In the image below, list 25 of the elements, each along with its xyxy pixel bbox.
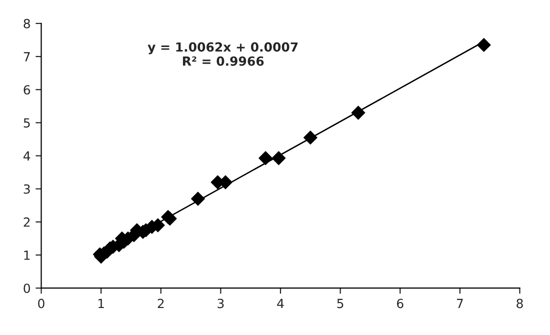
x-tick-label: 2 xyxy=(158,298,164,308)
y-tick-label: 3 xyxy=(24,184,30,194)
x-tick-label: 0 xyxy=(38,298,44,308)
x-tick-label: 7 xyxy=(456,298,463,308)
y-tick-label: 0 xyxy=(24,284,30,294)
point xyxy=(258,151,273,166)
x-tick-label: 6 xyxy=(397,298,404,308)
y-tick-label: 1 xyxy=(24,250,30,260)
y-tick-label: 6 xyxy=(24,85,30,95)
point xyxy=(190,192,205,206)
point xyxy=(476,38,491,52)
annotation: y = 1.0062x + 0.0007 R² = 0.9966 xyxy=(148,42,298,66)
x-tick-label: 5 xyxy=(337,298,344,308)
point xyxy=(303,130,318,145)
y-tick-label: 7 xyxy=(24,52,30,62)
y-tick-label: 5 xyxy=(24,118,30,128)
point xyxy=(351,106,366,120)
x-tick-label: 3 xyxy=(218,298,224,308)
x-tick-label: 1 xyxy=(98,298,104,308)
x-tick-label: 8 xyxy=(516,298,523,308)
x-tick-label: 4 xyxy=(277,298,284,308)
y-tick-label: 4 xyxy=(23,151,30,161)
y-tick-label: 8 xyxy=(24,18,30,28)
y-tick-label: 2 xyxy=(24,217,30,227)
point xyxy=(272,151,286,166)
